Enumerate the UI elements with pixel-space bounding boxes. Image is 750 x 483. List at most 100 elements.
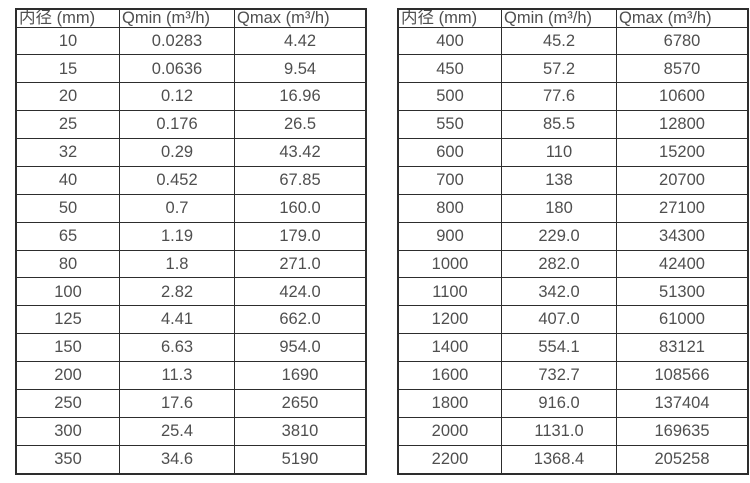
table-row: 2000 1131.0 169635 bbox=[397, 416, 749, 446]
table-cell: 550 bbox=[397, 110, 502, 139]
table-cell: 1600 bbox=[397, 361, 502, 390]
table-cell: 125 bbox=[15, 305, 120, 335]
table-cell: 150 bbox=[15, 333, 120, 362]
table-cell: 80 bbox=[15, 249, 120, 279]
table-row: 900 229.0 34300 bbox=[397, 221, 749, 251]
table-cell: 42400 bbox=[616, 249, 749, 279]
table-cell: 27100 bbox=[616, 193, 749, 223]
table-cell: 65 bbox=[15, 221, 120, 251]
table-cell: 25.4 bbox=[119, 416, 235, 446]
table-cell: 40 bbox=[15, 165, 120, 195]
table-cell: 662.0 bbox=[234, 305, 367, 335]
table-cell: 25 bbox=[15, 110, 120, 139]
table-cell: 1690 bbox=[234, 361, 367, 390]
table-cell: 700 bbox=[397, 165, 502, 195]
table-cell: 43.42 bbox=[234, 138, 367, 167]
table-row: 1800 916.0 137404 bbox=[397, 388, 749, 418]
table-row: 100 2.82 424.0 bbox=[15, 277, 367, 307]
table-cell: 77.6 bbox=[501, 82, 617, 112]
header-row: 内径 (mm) Qmin (m³/h) Qmax (m³/h) bbox=[397, 8, 749, 28]
table-cell: 110 bbox=[501, 138, 617, 167]
table-row: 1200 407.0 61000 bbox=[397, 305, 749, 335]
table-cell: 0.0283 bbox=[119, 26, 235, 56]
table-cell: 916.0 bbox=[501, 388, 617, 418]
table-cell: 137404 bbox=[616, 388, 749, 418]
table-cell: 11.3 bbox=[119, 361, 235, 390]
table-cell: 1368.4 bbox=[501, 444, 617, 475]
table-row: 2200 1368.4 205258 bbox=[397, 444, 749, 475]
table-cell: 282.0 bbox=[501, 249, 617, 279]
table-row: 1600 732.7 108566 bbox=[397, 361, 749, 390]
table-row: 600 110 15200 bbox=[397, 138, 749, 167]
table-cell: 954.0 bbox=[234, 333, 367, 362]
table-cell: 1800 bbox=[397, 388, 502, 418]
table-cell: 400 bbox=[397, 26, 502, 56]
table-cell: 32 bbox=[15, 138, 120, 167]
table-cell: 15 bbox=[15, 54, 120, 84]
table-cell: 12800 bbox=[616, 110, 749, 139]
table-cell: 600 bbox=[397, 138, 502, 167]
table-row: 250 17.6 2650 bbox=[15, 388, 367, 418]
table-cell: 407.0 bbox=[501, 305, 617, 335]
table-row: 1400 554.1 83121 bbox=[397, 333, 749, 362]
table-cell: 10600 bbox=[616, 82, 749, 112]
table-cell: 1.8 bbox=[119, 249, 235, 279]
table-row: 25 0.176 26.5 bbox=[15, 110, 367, 139]
table-cell: 1100 bbox=[397, 277, 502, 307]
table-cell: 1.19 bbox=[119, 221, 235, 251]
table-cell: 342.0 bbox=[501, 277, 617, 307]
table-cell: 179.0 bbox=[234, 221, 367, 251]
table-cell: 51300 bbox=[616, 277, 749, 307]
table-cell: 67.85 bbox=[234, 165, 367, 195]
table-cell: 4.42 bbox=[234, 26, 367, 56]
table-cell: 138 bbox=[501, 165, 617, 195]
column-header: Qmax (m³/h) bbox=[234, 8, 367, 28]
table-cell: 16.96 bbox=[234, 82, 367, 112]
flow-table-small-diameters: 内径 (mm) Qmin (m³/h) Qmax (m³/h) 10 0.0283 4.4… bbox=[15, 8, 367, 475]
header-row: 内径 (mm) Qmin (m³/h) Qmax (m³/h) bbox=[15, 8, 367, 28]
table-cell: 57.2 bbox=[501, 54, 617, 84]
table-cell: 108566 bbox=[616, 361, 749, 390]
table-cell: 83121 bbox=[616, 333, 749, 362]
table-cell: 1200 bbox=[397, 305, 502, 335]
table-cell: 50 bbox=[15, 193, 120, 223]
table-row: 400 45.2 6780 bbox=[397, 26, 749, 56]
table-cell: 1000 bbox=[397, 249, 502, 279]
table-cell: 500 bbox=[397, 82, 502, 112]
table-cell: 20700 bbox=[616, 165, 749, 195]
table-cell: 160.0 bbox=[234, 193, 367, 223]
table-row: 10 0.0283 4.42 bbox=[15, 26, 367, 56]
column-header: Qmax (m³/h) bbox=[616, 8, 749, 28]
table-row: 150 6.63 954.0 bbox=[15, 333, 367, 362]
table-row: 350 34.6 5190 bbox=[15, 444, 367, 475]
table-cell: 0.176 bbox=[119, 110, 235, 139]
table-cell: 450 bbox=[397, 54, 502, 84]
table-row: 450 57.2 8570 bbox=[397, 54, 749, 84]
table-cell: 85.5 bbox=[501, 110, 617, 139]
table-cell: 1400 bbox=[397, 333, 502, 362]
table-cell: 1131.0 bbox=[501, 416, 617, 446]
table-cell: 45.2 bbox=[501, 26, 617, 56]
table-cell: 900 bbox=[397, 221, 502, 251]
table-cell: 17.6 bbox=[119, 388, 235, 418]
table-cell: 6780 bbox=[616, 26, 749, 56]
table-cell: 0.29 bbox=[119, 138, 235, 167]
table-cell: 800 bbox=[397, 193, 502, 223]
table-cell: 250 bbox=[15, 388, 120, 418]
table-cell: 2200 bbox=[397, 444, 502, 475]
table-cell: 350 bbox=[15, 444, 120, 475]
table-cell: 229.0 bbox=[501, 221, 617, 251]
column-header: 内径 (mm) bbox=[15, 8, 120, 28]
table-cell: 205258 bbox=[616, 444, 749, 475]
table-cell: 26.5 bbox=[234, 110, 367, 139]
table-cell: 10 bbox=[15, 26, 120, 56]
table-cell: 2650 bbox=[234, 388, 367, 418]
table-cell: 200 bbox=[15, 361, 120, 390]
table-row: 50 0.7 160.0 bbox=[15, 193, 367, 223]
table-row: 125 4.41 662.0 bbox=[15, 305, 367, 335]
table-row: 15 0.0636 9.54 bbox=[15, 54, 367, 84]
table-cell: 169635 bbox=[616, 416, 749, 446]
table-cell: 3810 bbox=[234, 416, 367, 446]
table-cell: 732.7 bbox=[501, 361, 617, 390]
